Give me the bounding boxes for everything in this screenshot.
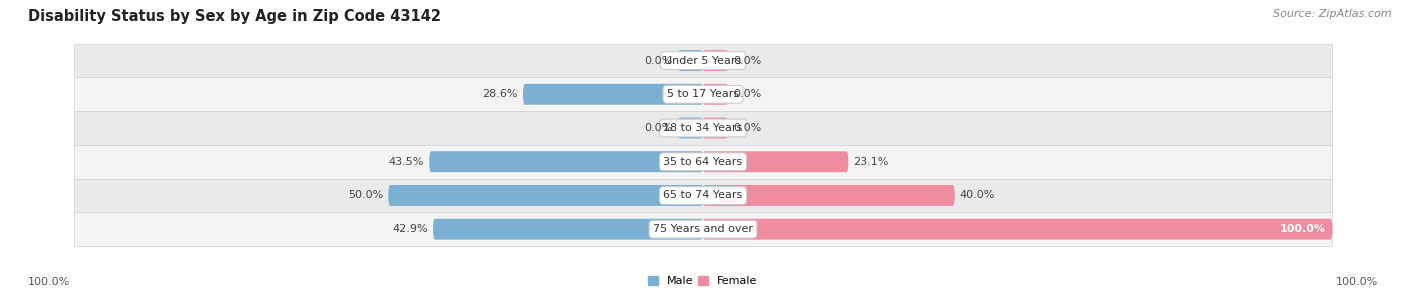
Text: Under 5 Years: Under 5 Years	[665, 56, 741, 66]
Text: 42.9%: 42.9%	[392, 224, 427, 234]
FancyBboxPatch shape	[73, 77, 1333, 111]
FancyBboxPatch shape	[73, 44, 1333, 77]
Text: 23.1%: 23.1%	[853, 157, 889, 167]
Text: 18 to 34 Years: 18 to 34 Years	[664, 123, 742, 133]
Text: 75 Years and over: 75 Years and over	[652, 224, 754, 234]
FancyBboxPatch shape	[703, 151, 848, 172]
FancyBboxPatch shape	[703, 50, 728, 71]
Text: 28.6%: 28.6%	[482, 89, 517, 99]
Text: 0.0%: 0.0%	[733, 123, 762, 133]
Text: 40.0%: 40.0%	[960, 190, 995, 200]
Text: 65 to 74 Years: 65 to 74 Years	[664, 190, 742, 200]
Text: 0.0%: 0.0%	[733, 56, 762, 66]
FancyBboxPatch shape	[703, 117, 728, 138]
FancyBboxPatch shape	[703, 185, 955, 206]
FancyBboxPatch shape	[678, 117, 703, 138]
FancyBboxPatch shape	[73, 179, 1333, 212]
Text: 100.0%: 100.0%	[1279, 224, 1326, 234]
FancyBboxPatch shape	[429, 151, 703, 172]
Text: 35 to 64 Years: 35 to 64 Years	[664, 157, 742, 167]
Text: 5 to 17 Years: 5 to 17 Years	[666, 89, 740, 99]
FancyBboxPatch shape	[73, 111, 1333, 145]
FancyBboxPatch shape	[703, 219, 1333, 240]
FancyBboxPatch shape	[73, 212, 1333, 246]
Text: 43.5%: 43.5%	[389, 157, 425, 167]
Text: 0.0%: 0.0%	[644, 56, 673, 66]
FancyBboxPatch shape	[523, 84, 703, 105]
FancyBboxPatch shape	[388, 185, 703, 206]
Legend: Male, Female: Male, Female	[644, 272, 762, 291]
Text: 100.0%: 100.0%	[28, 277, 70, 287]
FancyBboxPatch shape	[703, 84, 728, 105]
Text: Source: ZipAtlas.com: Source: ZipAtlas.com	[1274, 9, 1392, 19]
FancyBboxPatch shape	[73, 145, 1333, 179]
Text: 100.0%: 100.0%	[1336, 277, 1378, 287]
Text: 50.0%: 50.0%	[349, 190, 384, 200]
Text: 0.0%: 0.0%	[644, 123, 673, 133]
Text: Disability Status by Sex by Age in Zip Code 43142: Disability Status by Sex by Age in Zip C…	[28, 9, 441, 24]
FancyBboxPatch shape	[678, 50, 703, 71]
Text: 0.0%: 0.0%	[733, 89, 762, 99]
FancyBboxPatch shape	[433, 219, 703, 240]
